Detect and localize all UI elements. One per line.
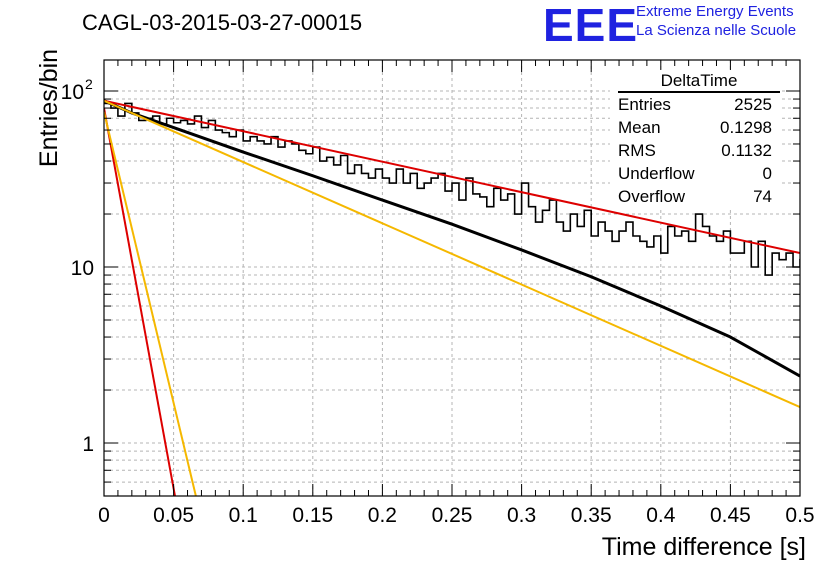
stats-row-overflow: Overflow 74	[610, 185, 780, 208]
fit-curve-slow_orange	[104, 99, 800, 409]
stats-value: 0.1298	[720, 118, 772, 137]
stats-value: 0	[762, 164, 772, 183]
stats-value: 74	[753, 187, 772, 206]
stats-value: 0.1132	[721, 141, 772, 160]
stats-row-mean: Mean 0.1298	[610, 116, 780, 139]
fit-curve-slow_red	[104, 99, 800, 255]
x-tick-label: 0.45	[710, 504, 751, 527]
stats-row-rms: RMS 0.1132	[610, 139, 780, 162]
stats-label: Entries	[618, 95, 671, 114]
stats-label: Mean	[618, 118, 661, 137]
stats-label: Overflow	[618, 187, 686, 206]
x-tick-label: 0.5	[785, 504, 814, 527]
fit-curve-total_fit	[104, 99, 800, 378]
eee-logo: EEE	[543, 0, 639, 51]
x-tick-label: 0.35	[571, 504, 612, 527]
x-tick-label: 0.2	[368, 504, 397, 527]
fit-curve-fast_red	[104, 107, 176, 496]
stats-label: RMS	[618, 141, 656, 160]
y-tick-label: 10	[71, 257, 94, 280]
stats-label: Underflow	[618, 164, 695, 183]
x-tick-label: 0.3	[507, 504, 536, 527]
x-tick-label: 0	[98, 504, 110, 527]
chart-title: CAGL-03-2015-03-27-00015	[82, 10, 363, 35]
x-tick-label: 0.05	[153, 504, 194, 527]
stats-box: DeltaTime Entries 2525 Mean 0.1298 RMS 0…	[610, 70, 780, 208]
x-tick-label: 0.25	[432, 504, 473, 527]
x-tick-label: 0.4	[646, 504, 676, 527]
logo-line-1: Extreme Energy Events	[636, 3, 794, 20]
stats-title: DeltaTime	[618, 70, 780, 93]
y-tick-exponent: 2	[85, 76, 93, 92]
stats-row-underflow: Underflow 0	[610, 162, 780, 185]
y-tick-label: 10	[61, 81, 84, 104]
x-axis-label: Time difference [s]	[601, 533, 806, 561]
x-tick-label: 0.1	[229, 504, 258, 527]
logo-line-2: La Scienza nelle Scuole	[636, 22, 797, 39]
fit-curve-fast_orange	[104, 111, 197, 496]
y-axis-label: Entries/bin	[35, 48, 63, 168]
stats-value: 2525	[734, 95, 772, 114]
x-tick-label: 0.15	[292, 504, 333, 527]
y-tick-label: 1	[82, 433, 94, 456]
stats-row-entries: Entries 2525	[610, 93, 780, 116]
